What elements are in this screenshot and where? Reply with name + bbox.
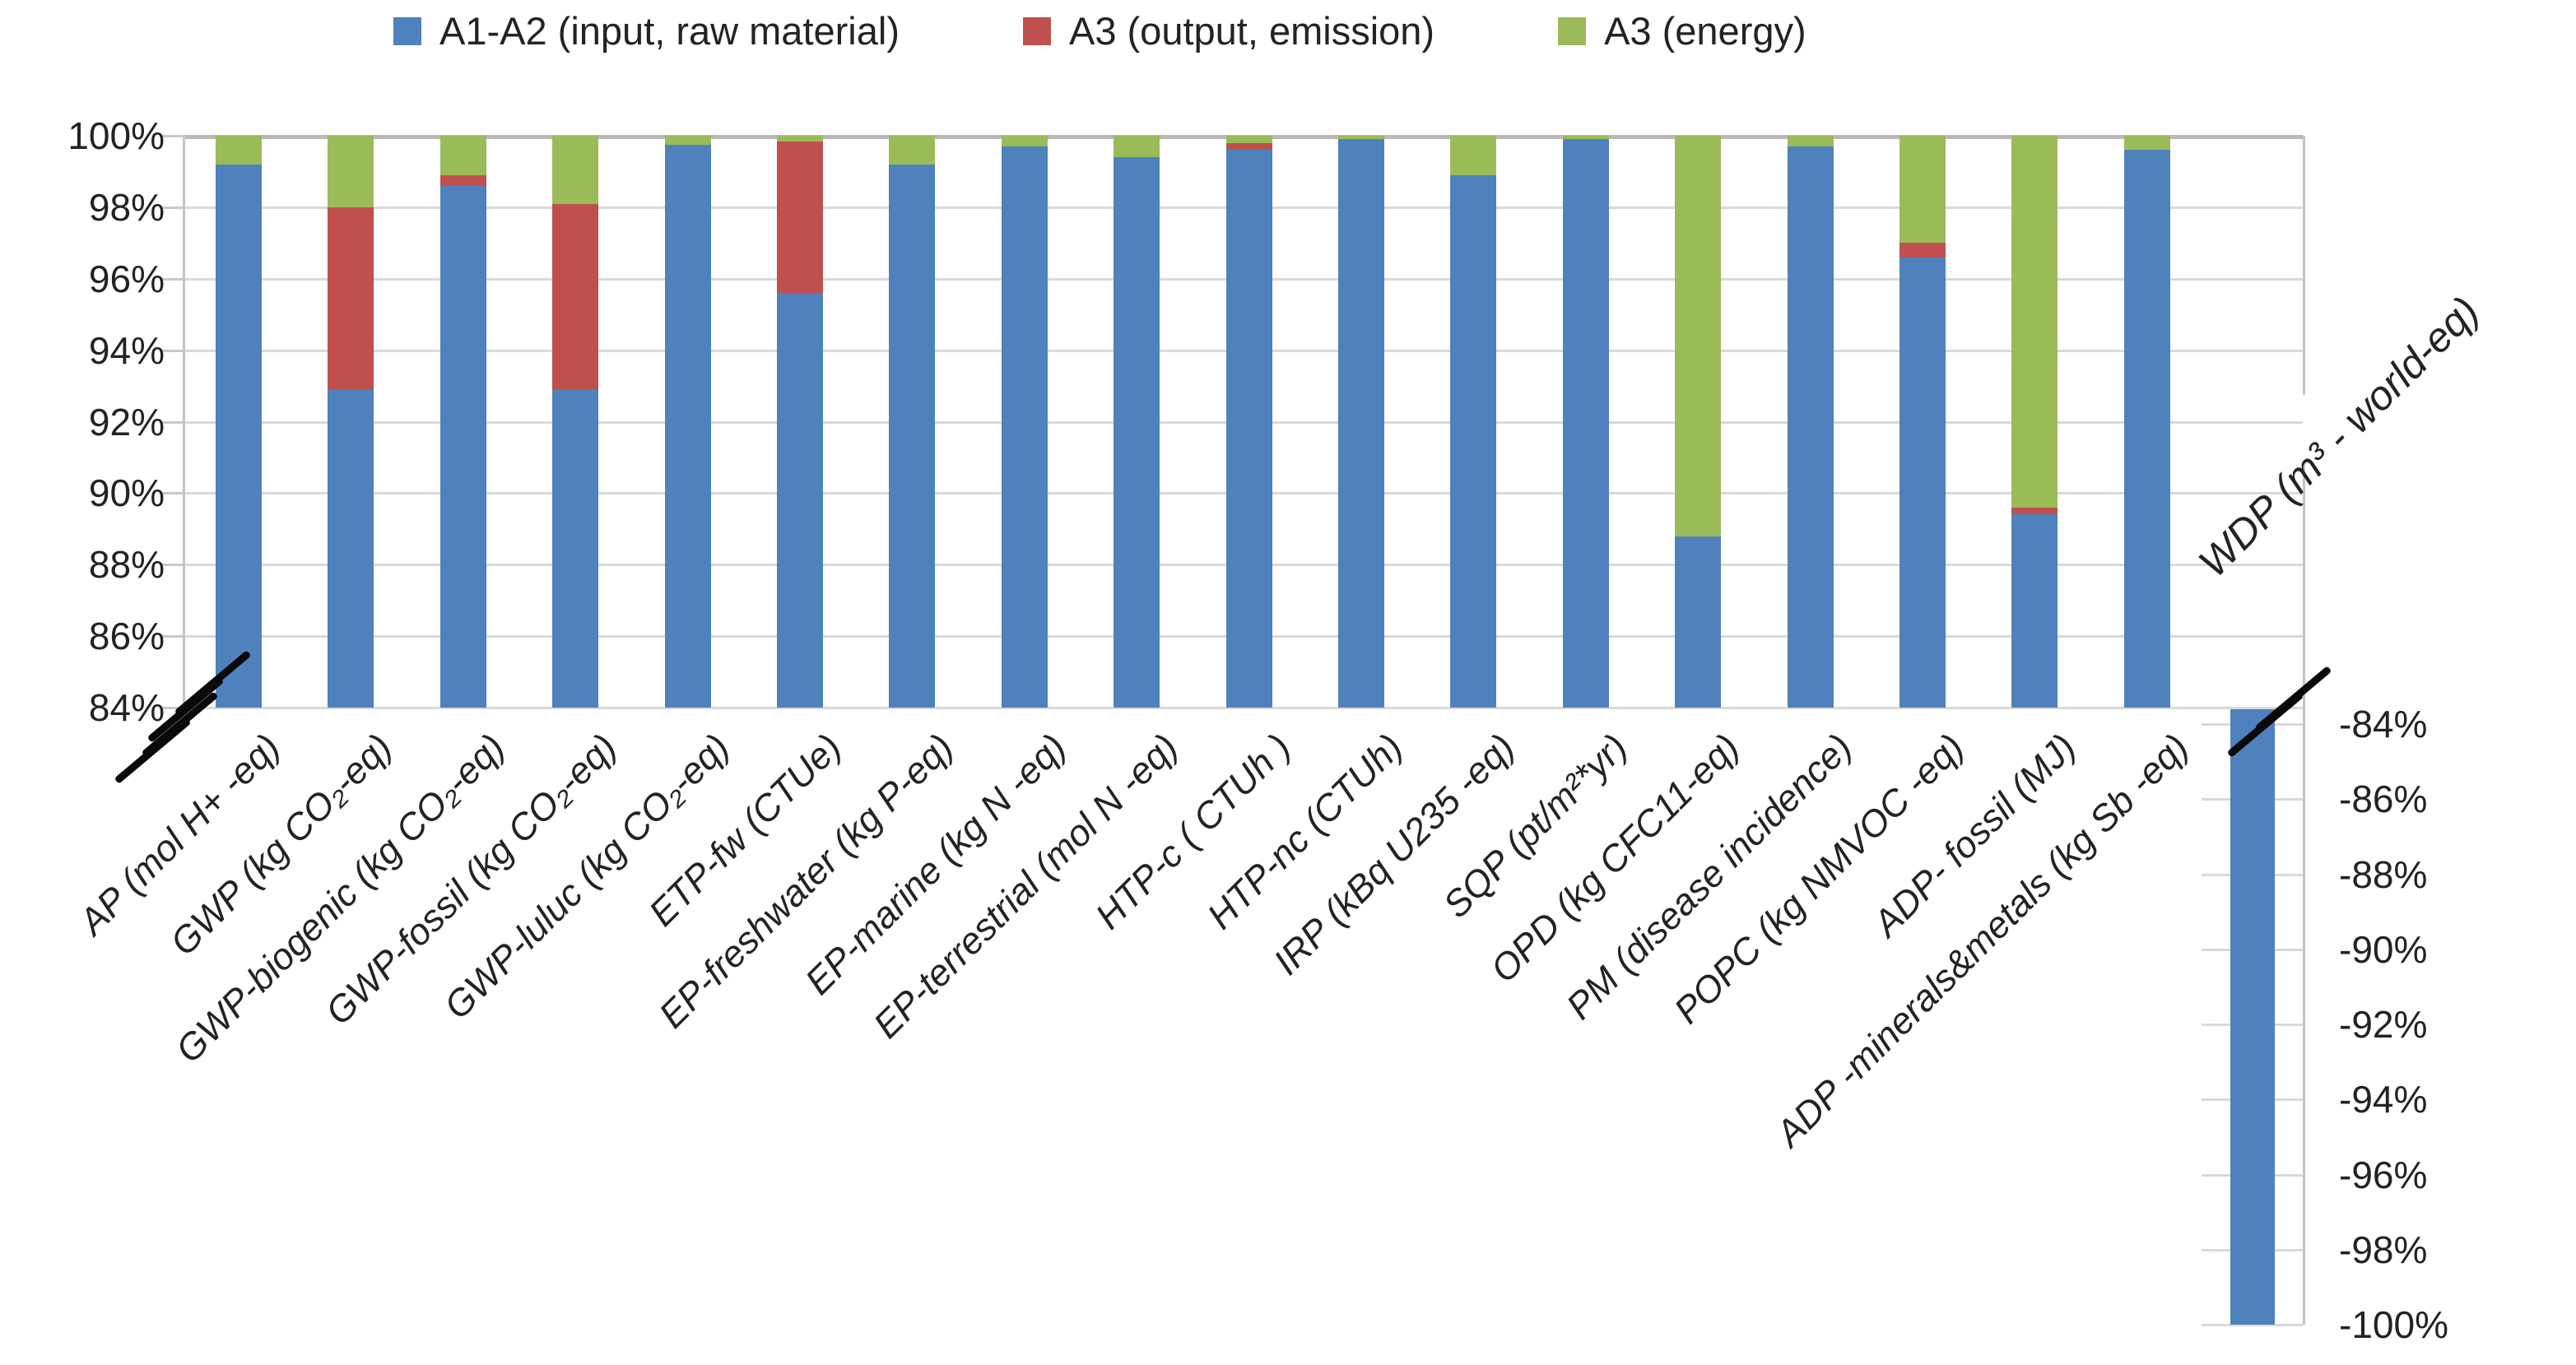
axis-tick xyxy=(160,135,184,137)
secondary-axis-tick-label: -90% xyxy=(2339,927,2428,971)
legend-swatch-blue-icon xyxy=(393,16,421,45)
bar-segment-a1a2 xyxy=(1675,536,1722,708)
axis-tick xyxy=(160,492,184,495)
bar-segment-a3-energy xyxy=(328,136,374,207)
bar-segment-a3-energy xyxy=(552,136,599,204)
bar-segment-a3-emission xyxy=(2011,507,2058,515)
secondary-axis-tick-label: -84% xyxy=(2339,703,2428,745)
gridline xyxy=(183,707,2303,709)
legend-item-a3-emission: A3 (output, emission) xyxy=(1022,9,1435,53)
bar-segment-a3-emission xyxy=(1899,243,1946,258)
bar-segment-a1a2 xyxy=(1225,150,1272,708)
bar-segment-a3-energy xyxy=(1338,136,1384,140)
bar-segment-a3-energy xyxy=(2123,136,2170,151)
axis-tick xyxy=(160,635,184,638)
legend-label: A3 (output, emission) xyxy=(1068,9,1435,53)
secondary-axis-tick-label: -94% xyxy=(2339,1078,2428,1121)
legend-swatch-red-icon xyxy=(1022,16,1051,45)
plot-border-left xyxy=(183,136,185,708)
bar-segment-a3-emission xyxy=(552,203,599,390)
secondary-axis-tick-label: -96% xyxy=(2339,1153,2428,1196)
bar-segment-a3-emission xyxy=(328,207,374,390)
y-axis-tick-label: 94% xyxy=(88,328,165,372)
legend-label: A3 (energy) xyxy=(1604,9,1806,53)
secondary-axis-tick-label: -98% xyxy=(2339,1228,2428,1271)
bar-segment-a3-energy xyxy=(1675,136,1722,536)
bar-segment-a1a2 xyxy=(1450,174,1497,708)
legend-item-a1a2: A1-A2 (input, raw material) xyxy=(393,12,900,50)
bar-segment-a1a2 xyxy=(2123,150,2170,708)
bar-segment-a3-energy xyxy=(777,136,823,142)
y-axis-tick-label: 98% xyxy=(88,185,165,229)
bar-segment-a3-energy xyxy=(664,136,711,145)
bar-segment-a1a2 xyxy=(1338,139,1384,708)
y-axis-tick-label: 96% xyxy=(88,257,165,300)
gridline-secondary xyxy=(2202,1324,2303,1326)
bar-segment-a3-energy xyxy=(1114,136,1160,158)
y-axis-tick-label: 88% xyxy=(88,543,165,587)
secondary-axis-tick-label: -88% xyxy=(2339,852,2428,896)
bar-segment-a1a2 xyxy=(439,185,486,708)
secondary-axis-tick-label: -100% xyxy=(2339,1303,2448,1346)
bar-segment-a3-energy xyxy=(1001,136,1048,147)
bar-segment-a1a2 xyxy=(889,164,936,708)
legend-item-a3-energy: A3 (energy) xyxy=(1558,12,1806,50)
y-axis-tick-label: 86% xyxy=(88,615,165,658)
bar-segment-a1a2 xyxy=(1562,139,1609,708)
legend-swatch-green-icon xyxy=(1558,16,1587,45)
axis-tick xyxy=(160,420,184,424)
bar-segment-a3-energy xyxy=(216,136,262,165)
secondary-axis-tick-label: -86% xyxy=(2339,778,2428,821)
bar-segment-a3-emission xyxy=(777,141,823,294)
bar-segment-a3-energy xyxy=(1450,136,1497,175)
bar-segment-a1a2 xyxy=(1899,257,1946,708)
y-axis-tick-label: 100% xyxy=(67,114,165,157)
bar-segment-a1a2 xyxy=(1787,146,1834,708)
bar-segment-a3-energy xyxy=(439,136,486,175)
bar-segment-a1a2 xyxy=(328,389,374,708)
legend: A1-A2 (input, raw material) A3 (output, … xyxy=(393,12,1806,50)
y-axis-tick-label: 90% xyxy=(88,471,165,515)
axis-tick xyxy=(160,564,184,567)
bar-segment-a1a2 xyxy=(2011,514,2058,708)
secondary-axis-title: WDP (m³ - world-eq) xyxy=(2189,287,2488,587)
axis-tick xyxy=(160,349,184,352)
secondary-axis-tick-label: -92% xyxy=(2339,1003,2428,1046)
bar-segment-a1a2 xyxy=(1114,157,1160,708)
bar-segment-a1a2 xyxy=(1001,146,1048,708)
legend-label: A1-A2 (input, raw material) xyxy=(439,9,900,53)
axis-tick xyxy=(160,707,184,709)
bar-segment-a3-energy xyxy=(1562,136,1609,140)
y-axis-tick-label: 84% xyxy=(88,686,165,729)
bar-segment-a3-energy xyxy=(1225,136,1272,143)
bar-segment-a1a2 xyxy=(552,389,599,708)
plot-border-right xyxy=(2303,461,2305,1325)
bar-segment-a3-emission xyxy=(1225,142,1272,151)
bar-segment-a3-emission xyxy=(439,174,486,186)
bar-segment-a1a2 xyxy=(664,144,711,708)
axis-tick xyxy=(160,206,184,209)
y-axis-tick-label: 92% xyxy=(88,400,165,443)
bar-segment-a3-energy xyxy=(2011,136,2058,508)
bar-segment-a1a2 xyxy=(216,164,262,708)
bar-segment-a1a2 xyxy=(777,293,823,708)
bar-segment-wdp-a1a2 xyxy=(2230,709,2275,1325)
bar-segment-a3-energy xyxy=(1787,136,1834,147)
plot-border-right xyxy=(2303,136,2305,395)
bar-segment-a3-energy xyxy=(1899,136,1946,244)
bar-segment-a3-energy xyxy=(889,136,936,165)
axis-break-icon xyxy=(2254,666,2332,732)
axis-tick xyxy=(160,277,184,281)
